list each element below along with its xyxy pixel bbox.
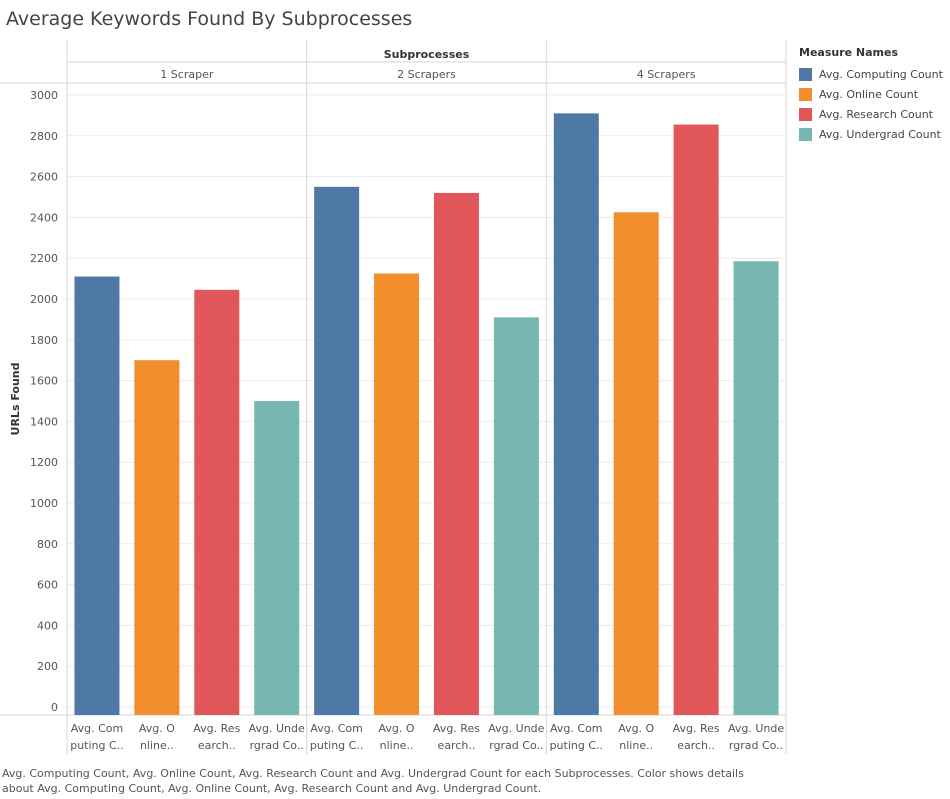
bar [433,192,479,716]
y-tick-label: 2000 [30,293,58,306]
y-tick-label: 0 [51,701,58,714]
legend-item[interactable]: Avg. Undergrad Count [799,124,949,144]
y-tick-label: 2200 [30,252,58,265]
x-tick-label: Avg. Res [433,722,480,735]
x-tick-label: rgrad Co.. [250,739,304,752]
legend-label: Avg. Computing Count [819,67,943,81]
bar [553,113,599,716]
legend: Measure Names Avg. Computing Count Avg. O… [799,46,949,144]
y-tick-label: 2600 [30,171,58,184]
y-tick-label: 1000 [30,497,58,510]
legend-swatch [799,127,812,141]
bar [134,360,180,715]
y-tick-label: 1600 [30,375,58,388]
legend-items: Avg. Computing Count Avg. Online Count Avg… [799,64,949,144]
bar [194,289,240,715]
x-tick-label: Avg. Unde [728,722,784,735]
x-tick-label: Avg. Unde [249,722,305,735]
bar-chart: Subprocesses 0 200 400 600 800 1000 1200 1400 160… [0,40,787,754]
y-tick-label: 3000 [30,89,58,102]
x-tick-label: Avg. Res [193,722,240,735]
x-tick-label: Avg. Com [71,722,124,735]
y-tick-label: 1800 [30,334,58,347]
y-tick-label: 2400 [30,211,58,224]
bar [673,124,719,715]
x-tick-label: nline.. [619,739,653,752]
legend-swatch [799,87,812,101]
legend-title: Measure Names [799,46,899,59]
x-tick-label: Avg. Unde [488,722,544,735]
group-label: 2 Scrapers [397,68,456,81]
y-tick-label: 800 [37,538,58,551]
x-tick-label: puting C.. [550,739,603,752]
x-tick-label: Avg. Res [673,722,720,735]
legend-swatch [799,67,812,81]
x-tick-label: Avg. O [379,722,415,735]
x-tick-label: Avg. O [139,722,175,735]
y-tick-label: 1200 [30,456,58,469]
bar [254,401,300,715]
bar [493,317,539,715]
x-tick-label: nline.. [380,739,414,752]
y-tick-label: 600 [37,579,58,592]
x-tick-label: rgrad Co.. [729,739,783,752]
x-tick-label: puting C.. [310,739,363,752]
bar [374,273,420,715]
y-tick-label: 2800 [30,130,58,143]
legend-item[interactable]: Avg. Online Count [799,84,949,104]
legend-label: Avg. Research Count [819,107,933,121]
column-header: Subprocesses [384,48,470,61]
x-tick-label: puting C.. [70,739,123,752]
bar [74,276,120,715]
x-tick-label: earch.. [438,739,476,752]
y-tick-label: 200 [37,660,58,673]
legend-item[interactable]: Avg. Research Count [799,104,949,124]
legend-label: Avg. Online Count [819,87,919,101]
y-tick-label: 1400 [30,415,58,428]
chart-caption: Avg. Computing Count, Avg. Online Count,… [2,767,744,795]
group-label: 1 Scraper [160,68,214,81]
legend-swatch [799,107,812,121]
x-tick-label: rgrad Co.. [489,739,543,752]
bar [613,212,659,716]
group-label: 4 Scrapers [637,68,696,81]
bar [314,186,360,716]
x-tick-label: Avg. Com [310,722,363,735]
legend-item[interactable]: Avg. Computing Count [799,64,949,84]
chart-title: Average Keywords Found By Subprocesses [6,8,413,30]
bar [733,261,779,715]
x-tick-label: earch.. [677,739,715,752]
y-tick-label: 400 [37,619,58,632]
x-tick-label: Avg. O [618,722,654,735]
x-tick-label: nline.. [140,739,174,752]
x-tick-label: earch.. [198,739,236,752]
legend-label: Avg. Undergrad Count [819,127,941,141]
y-axis-label: URLs Found [9,363,22,436]
x-tick-label: Avg. Com [550,722,603,735]
